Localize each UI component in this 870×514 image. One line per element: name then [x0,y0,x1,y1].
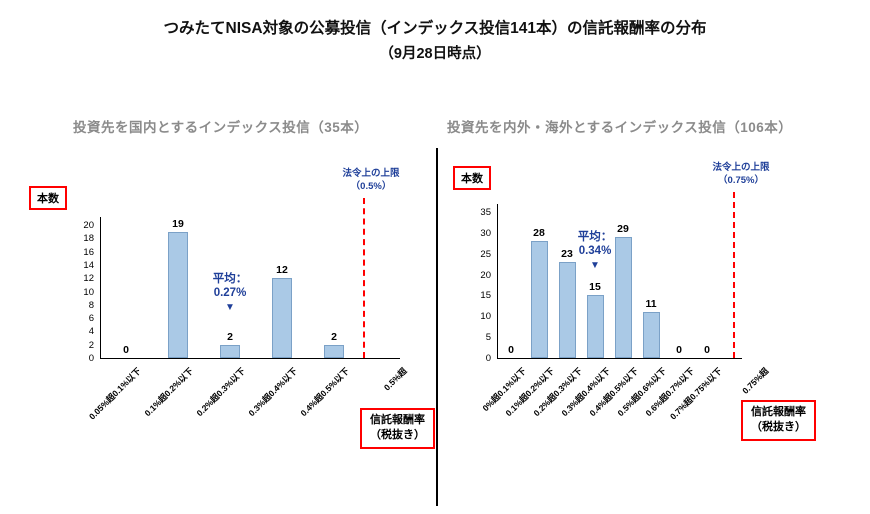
y-tick-label: 18 [83,233,94,245]
bar-value-label: 19 [172,218,184,230]
bar [586,295,604,358]
y-tick-label: 30 [480,227,491,239]
limit-dashed-line [363,198,365,358]
page-title-line2: （9月28日時点） [379,46,491,62]
y-axis-line [497,204,498,359]
x-axis-line [100,358,400,359]
y-tick-label: 10 [480,311,491,323]
y-tick-label: 25 [480,248,491,260]
bar [642,312,660,358]
chart-title: 投資先を内外・海外とするインデックス投信（106本） [447,120,793,135]
bar-value-label: 2 [227,331,233,343]
bar-value-label: 29 [617,223,629,235]
bar-value-label: 12 [276,264,288,276]
y-tick-label: 8 [88,299,94,311]
bar [530,241,548,358]
mean-arrow-down-icon: ▼ [590,259,600,271]
mean-annotation-value: 0.34% [578,245,612,258]
bar-value-label: 0 [676,344,682,356]
x-tick-label: 0.3%超0.4%以下 [246,365,299,419]
fee-rate-axis-label-line1: 信託報酬率 [370,414,425,426]
bar-value-label: 0 [508,344,514,356]
page-title-line1: つみたてNISA対象の公募投信（インデックス投信141本）の信託報酬率の分布 [163,20,707,37]
y-tick-label: 5 [485,332,491,344]
y-tick-label: 12 [83,273,94,285]
mean-annotation: 平均： 0.27% ▼ [185,272,275,314]
x-axis-line [497,358,742,359]
count-axis-label: 本数 [453,166,491,190]
bar [220,345,240,358]
chart-title: 投資先を国内とするインデックス投信（35本） [73,120,369,135]
bar-value-label: 2 [331,331,337,343]
bar-value-label: 28 [533,227,545,239]
x-tick-label: 0.2%超0.3%以下 [194,365,247,419]
limit-line-value-text: （0.5%） [350,180,392,192]
y-tick-label: 0 [485,353,491,364]
x-tick-label: 0.4%超0.5%以下 [298,365,351,419]
bar [558,262,576,358]
limit-line-value-text: （0.75%） [718,174,764,186]
limit-line-label: 法令上の上限 （0.75%） [676,162,806,188]
fee-rate-axis-label: 信託報酬率 （税抜き） [360,408,435,449]
y-tick-label: 0 [88,353,94,364]
bar [272,278,292,358]
page-title: つみたてNISA対象の公募投信（インデックス投信141本）の信託報酬率の分布 （… [0,16,870,63]
fee-rate-axis-label-line1: 信託報酬率 [751,406,806,418]
y-tick-label: 14 [83,259,94,271]
limit-line-label-text: 法令上の上限 [342,168,400,179]
mean-annotation-label: 平均： [212,273,248,285]
bar-value-label: 15 [589,281,601,293]
limit-line-label: 法令上の上限 （0.5%） [306,168,436,194]
limit-line-label-text: 法令上の上限 [712,162,770,173]
y-tick-label: 16 [83,246,94,258]
bar-value-label: 0 [123,344,129,356]
domestic-index-fund-chart-panel: 投資先を国内とするインデックス投信（35本） 本数 信託報酬率 （税抜き） 0 2… [15,100,435,510]
x-tick-label: 0.1%超0.2%以下 [142,365,195,419]
foreign-index-fund-chart-panel: 投資先を内外・海外とするインデックス投信（106本） 本数 信託報酬率 （税抜き… [445,100,870,510]
x-tick-label-over-limit: 0.5%超 [381,365,409,393]
bar [324,345,344,358]
count-axis-label: 本数 [29,186,67,210]
bar [614,237,632,358]
y-axis-line [100,217,101,359]
fee-rate-axis-label-line2: （税抜き） [751,421,806,434]
bar-value-label: 23 [561,248,573,260]
y-tick-label: 20 [480,269,491,281]
bar-value-label: 0 [704,344,710,356]
mean-arrow-down-icon: ▼ [225,301,235,313]
bar-value-label: 11 [645,298,657,310]
limit-dashed-line [733,192,735,358]
panel-divider-line [436,148,438,506]
x-tick-label: 0.05%超0.1%以下 [86,365,143,422]
y-tick-label: 15 [480,290,491,302]
y-tick-label: 6 [88,313,94,325]
y-tick-label: 20 [83,220,94,231]
bar [168,232,188,358]
mean-annotation-label: 平均： [577,231,613,243]
y-tick-label: 2 [88,339,94,351]
fee-rate-axis-label-line2: （税抜き） [370,429,425,442]
mean-annotation-value: 0.27% [213,287,247,300]
x-tick-label-over-limit: 0.75%超 [740,365,771,396]
mean-annotation: 平均： 0.34% ▼ [550,230,640,272]
y-tick-label: 4 [88,326,94,338]
y-tick-label: 10 [83,286,94,298]
y-tick-label: 35 [480,207,491,218]
fee-rate-axis-label: 信託報酬率 （税抜き） [741,400,816,441]
